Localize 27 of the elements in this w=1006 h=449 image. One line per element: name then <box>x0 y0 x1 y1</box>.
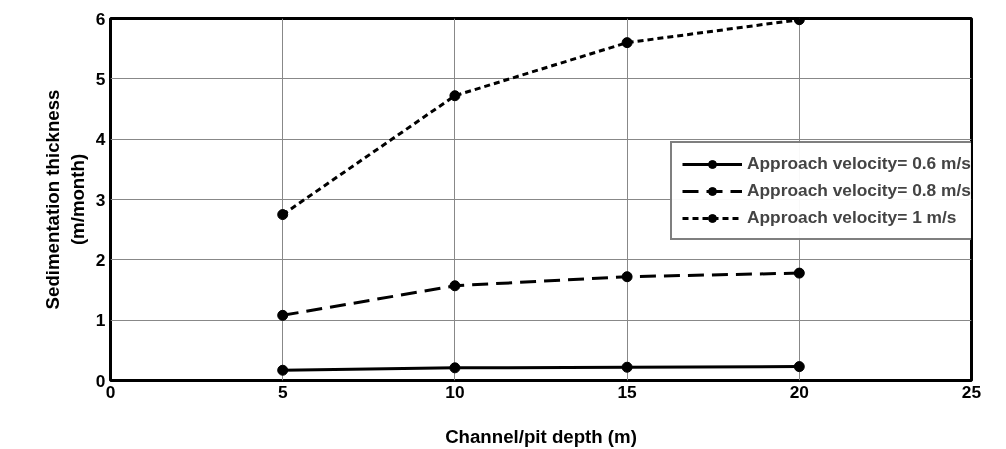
x-tick-label: 25 <box>961 381 982 402</box>
legend-label: Approach velocity= 1 m/s <box>747 207 957 228</box>
point <box>277 309 289 321</box>
x-tick-label: 20 <box>789 381 809 402</box>
point <box>449 280 461 292</box>
point <box>277 364 289 376</box>
y-tick-label: 2 <box>95 249 106 270</box>
point <box>277 209 289 221</box>
x-axis-title: Channel/pit depth (m) <box>445 425 637 447</box>
y-tick-label: 6 <box>95 8 106 29</box>
point <box>449 362 461 374</box>
point <box>621 271 633 283</box>
x-tick-label: 5 <box>277 381 288 402</box>
y-tick-label: 3 <box>95 189 106 210</box>
point <box>449 90 461 102</box>
x-tick-label: 15 <box>617 381 638 402</box>
y-tick-label: 5 <box>95 68 106 89</box>
legend-label: Approach velocity= 0.6 m/s <box>747 153 971 174</box>
y-tick-label: 1 <box>95 310 106 331</box>
x-tick-label: 10 <box>445 381 465 402</box>
y-tick-label: 4 <box>95 129 106 150</box>
point <box>793 267 805 279</box>
point <box>621 37 633 49</box>
y-axis-title: Sedimentation thickness (m/month) <box>41 89 88 310</box>
point <box>621 361 633 373</box>
legend-label: Approach velocity= 0.8 m/s <box>747 180 971 201</box>
point <box>793 361 805 373</box>
